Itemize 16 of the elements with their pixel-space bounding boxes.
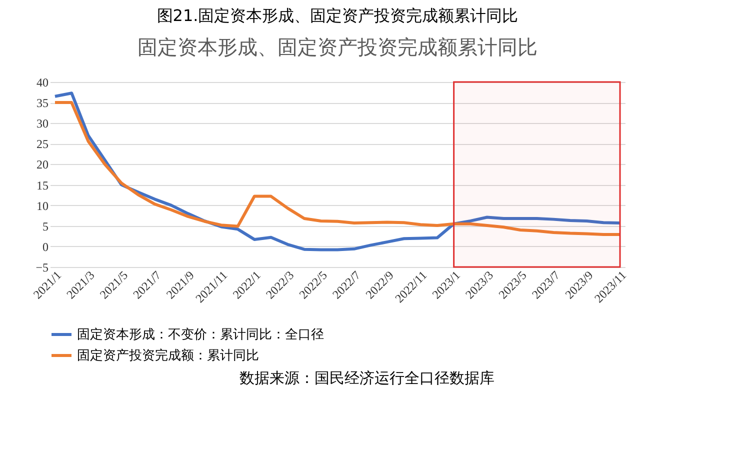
legend-label: 固定资本形成：不变价：累计同比：全口径 (77, 328, 324, 342)
y-tick-label: 35 (36, 96, 48, 110)
y-tick-label: 25 (36, 137, 48, 152)
y-tick-label: 10 (36, 198, 48, 213)
line-series (53, 101, 622, 236)
chart-subtitle: 固定资本形成、固定资产投资完成额累计同比 (138, 35, 538, 59)
y-tick-label: 40 (36, 76, 48, 90)
y-tick-label: 5 (42, 219, 48, 234)
chart-title: 图21.固定资本形成、固定资产投资完成额累计同比 (156, 6, 518, 25)
legend-label: 固定资产投资完成额：累计同比 (77, 348, 259, 364)
y-tick-label: 15 (36, 178, 48, 192)
source-note: 数据来源：国民经济运行全口径数据库 (238, 369, 496, 388)
y-tick-label: 20 (36, 158, 48, 172)
y-tick-label: 0 (42, 240, 48, 254)
y-tick-label: −5 (36, 260, 48, 274)
y-tick-label: 30 (36, 116, 48, 131)
